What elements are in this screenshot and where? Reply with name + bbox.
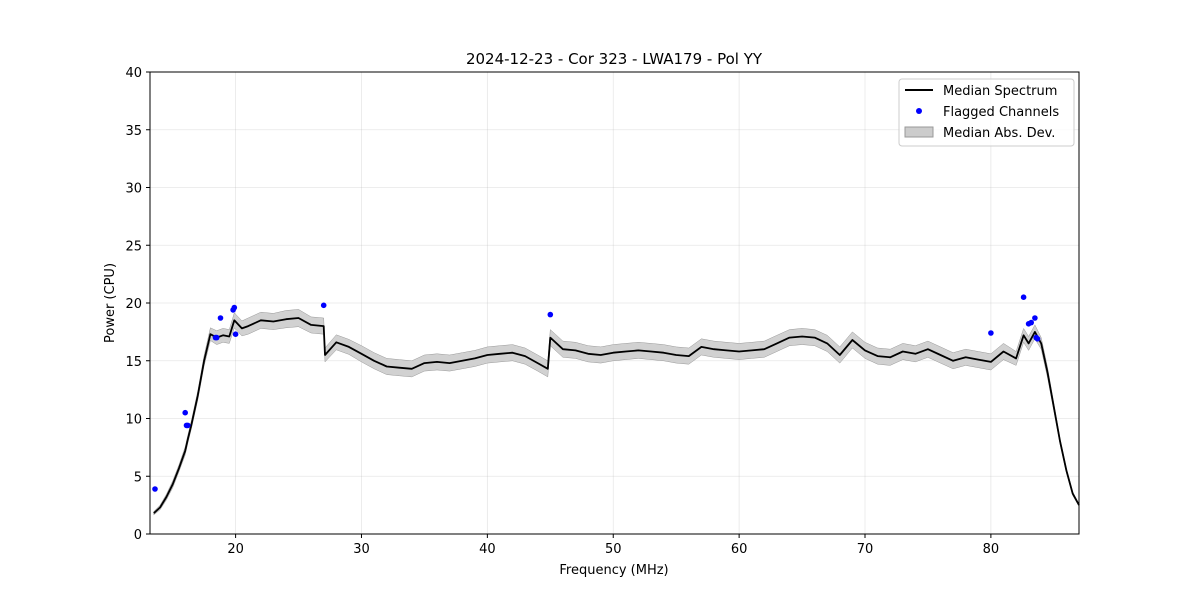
x-tick-label: 40 bbox=[479, 542, 496, 557]
legend-label-median-spectrum: Median Spectrum bbox=[943, 84, 1057, 99]
x-tick-label: 80 bbox=[983, 542, 1000, 557]
flagged-channel-point bbox=[232, 331, 239, 338]
flagged-channel-point bbox=[213, 334, 220, 341]
flagged-channel-point bbox=[320, 302, 327, 309]
flagged-channel-point bbox=[988, 330, 994, 336]
median-spectrum-line bbox=[153, 317, 1080, 514]
y-tick-label: 25 bbox=[125, 239, 142, 254]
flagged-points-group bbox=[152, 294, 1041, 492]
flagged-channel-point bbox=[185, 422, 191, 429]
y-tick-label: 35 bbox=[125, 124, 142, 139]
flagged-channel-point bbox=[1032, 315, 1038, 321]
x-tick-label: 20 bbox=[227, 542, 244, 557]
flagged-channel-point bbox=[231, 304, 238, 311]
y-tick-label: 20 bbox=[125, 297, 142, 312]
flagged-channel-point bbox=[152, 486, 158, 492]
flagged-channel-point bbox=[547, 311, 554, 318]
legend-marker-swatch bbox=[916, 108, 922, 114]
legend-label-flagged-channels: Flagged Channels bbox=[943, 105, 1059, 120]
y-tick-label: 5 bbox=[134, 470, 142, 485]
x-axis-label: Frequency (MHz) bbox=[559, 563, 668, 578]
flagged-channel-point bbox=[217, 315, 224, 321]
x-tick-label: 60 bbox=[731, 542, 748, 557]
x-axis-ticks: 20 30 40 50 60 70 80 bbox=[227, 534, 999, 557]
series-lines-group bbox=[153, 317, 1080, 514]
legend: Median Spectrum Flagged Channels Median … bbox=[898, 78, 1075, 147]
flagged-channel-point bbox=[1034, 336, 1041, 342]
y-axis-ticks: 0 5 10 15 20 25 30 35 40 bbox=[125, 66, 150, 543]
flagged-channel-point bbox=[1028, 319, 1034, 326]
x-tick-label: 70 bbox=[857, 542, 874, 557]
y-tick-label: 40 bbox=[125, 66, 142, 81]
legend-box bbox=[898, 78, 1075, 147]
y-tick-label: 10 bbox=[125, 413, 142, 428]
y-axis-label: Power (CPU) bbox=[103, 263, 118, 343]
legend-band-swatch bbox=[904, 126, 934, 138]
flagged-channel-point bbox=[1020, 294, 1027, 301]
y-tick-label: 15 bbox=[125, 355, 142, 370]
y-tick-label: 0 bbox=[134, 528, 142, 543]
legend-label-mad: Median Abs. Dev. bbox=[943, 126, 1055, 141]
chart-title: 2024-12-23 - Cor 323 - LWA179 - Pol YY bbox=[466, 50, 763, 68]
x-tick-label: 30 bbox=[353, 542, 370, 557]
y-tick-label: 30 bbox=[125, 182, 142, 197]
x-tick-label: 50 bbox=[605, 542, 622, 557]
flagged-channel-point bbox=[182, 409, 188, 416]
